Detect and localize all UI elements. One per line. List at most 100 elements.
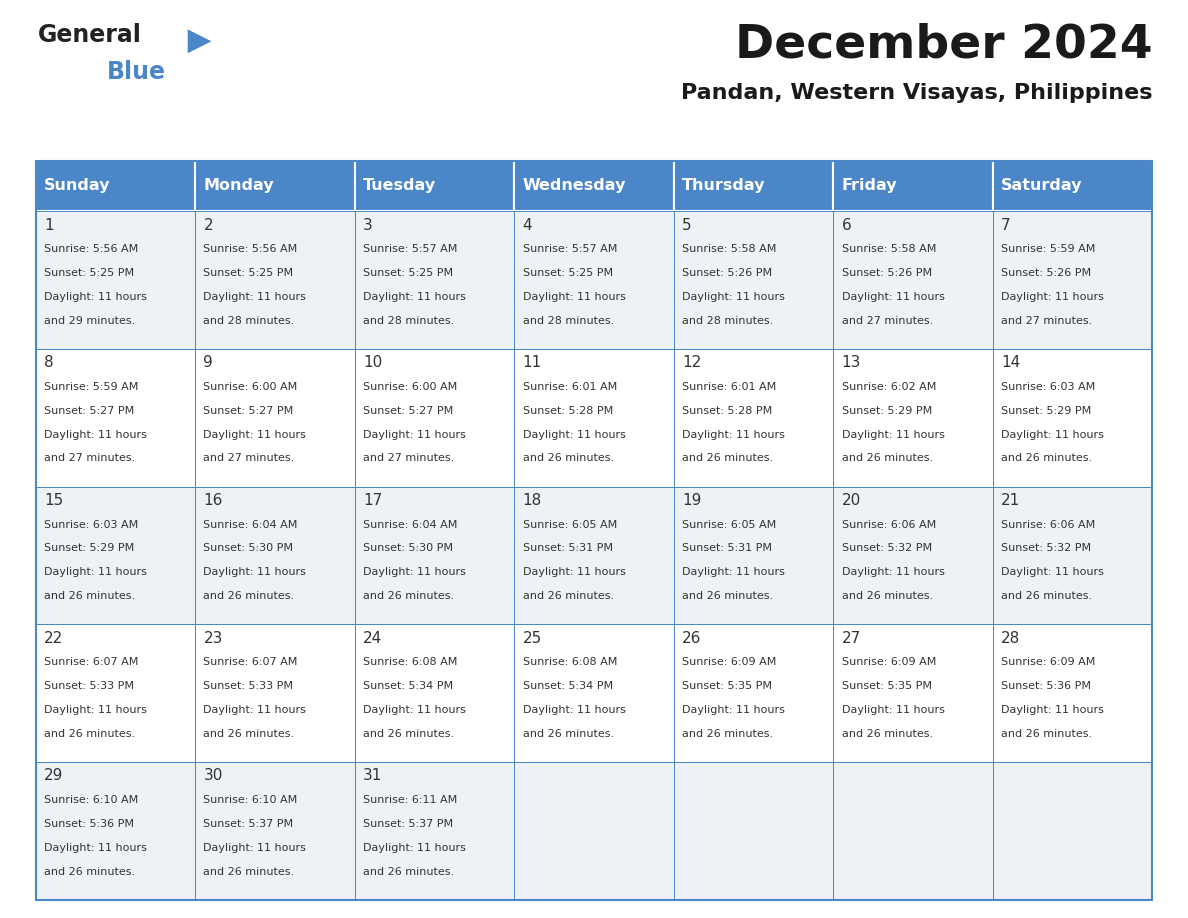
Bar [355,624,514,762]
Bar [993,624,1152,762]
Text: 21: 21 [1001,493,1020,508]
Text: Daylight: 11 hours: Daylight: 11 hours [841,567,944,577]
Bar [993,161,1152,211]
Text: Sunrise: 6:03 AM: Sunrise: 6:03 AM [1001,382,1095,392]
Text: Daylight: 11 hours: Daylight: 11 hours [44,567,147,577]
Text: 8: 8 [44,355,53,370]
Text: Daylight: 11 hours: Daylight: 11 hours [523,567,625,577]
Text: and 26 minutes.: and 26 minutes. [682,729,773,739]
Bar [674,161,833,211]
Bar [993,211,1152,349]
Bar [833,624,993,762]
Text: 23: 23 [203,631,223,645]
Text: and 26 minutes.: and 26 minutes. [44,729,135,739]
Text: 16: 16 [203,493,223,508]
Text: and 26 minutes.: and 26 minutes. [682,591,773,601]
Text: Sunset: 5:27 PM: Sunset: 5:27 PM [364,406,454,416]
Text: and 26 minutes.: and 26 minutes. [841,591,933,601]
Text: 31: 31 [364,768,383,783]
Text: Daylight: 11 hours: Daylight: 11 hours [682,292,785,302]
Bar [355,161,514,211]
Text: and 26 minutes.: and 26 minutes. [364,729,454,739]
Text: Sunset: 5:30 PM: Sunset: 5:30 PM [364,543,453,554]
Text: and 28 minutes.: and 28 minutes. [364,316,454,326]
Text: Blue: Blue [107,60,166,84]
Text: Daylight: 11 hours: Daylight: 11 hours [364,705,466,715]
Bar [36,161,195,211]
Text: 9: 9 [203,355,213,370]
Bar [36,161,1152,900]
Bar [993,762,1152,900]
Text: Sunday: Sunday [44,178,110,194]
Text: and 29 minutes.: and 29 minutes. [44,316,135,326]
Text: Daylight: 11 hours: Daylight: 11 hours [203,705,307,715]
Text: Sunrise: 6:06 AM: Sunrise: 6:06 AM [841,520,936,530]
Text: Sunset: 5:32 PM: Sunset: 5:32 PM [1001,543,1092,554]
Text: Sunrise: 5:57 AM: Sunrise: 5:57 AM [364,244,457,254]
Text: 24: 24 [364,631,383,645]
Text: 26: 26 [682,631,701,645]
Text: 7: 7 [1001,218,1011,232]
Text: Sunset: 5:27 PM: Sunset: 5:27 PM [203,406,293,416]
Bar [674,349,833,487]
Bar [674,211,833,349]
Text: Sunset: 5:29 PM: Sunset: 5:29 PM [841,406,931,416]
Text: and 26 minutes.: and 26 minutes. [364,867,454,877]
Text: Sunrise: 6:00 AM: Sunrise: 6:00 AM [364,382,457,392]
Bar [195,762,355,900]
Text: 3: 3 [364,218,373,232]
Text: Daylight: 11 hours: Daylight: 11 hours [1001,705,1104,715]
Text: and 26 minutes.: and 26 minutes. [44,867,135,877]
Text: Pandan, Western Visayas, Philippines: Pandan, Western Visayas, Philippines [681,83,1152,103]
Text: Saturday: Saturday [1001,178,1082,194]
Bar [833,487,993,624]
Text: Sunrise: 5:59 AM: Sunrise: 5:59 AM [1001,244,1095,254]
Bar [514,349,674,487]
Text: Sunset: 5:31 PM: Sunset: 5:31 PM [682,543,772,554]
Text: and 27 minutes.: and 27 minutes. [44,453,135,464]
Bar [195,487,355,624]
Text: and 28 minutes.: and 28 minutes. [523,316,614,326]
Text: 17: 17 [364,493,383,508]
Text: Daylight: 11 hours: Daylight: 11 hours [203,567,307,577]
Text: Sunrise: 6:00 AM: Sunrise: 6:00 AM [203,382,298,392]
Bar [355,211,514,349]
Text: Sunset: 5:26 PM: Sunset: 5:26 PM [841,268,931,278]
Text: Sunrise: 6:04 AM: Sunrise: 6:04 AM [203,520,298,530]
Text: Sunset: 5:34 PM: Sunset: 5:34 PM [364,681,453,691]
Text: Sunrise: 6:07 AM: Sunrise: 6:07 AM [203,657,298,667]
Text: 25: 25 [523,631,542,645]
Text: and 26 minutes.: and 26 minutes. [523,591,614,601]
Bar [674,624,833,762]
Text: Sunset: 5:36 PM: Sunset: 5:36 PM [44,819,134,829]
Text: Sunset: 5:33 PM: Sunset: 5:33 PM [203,681,293,691]
Text: Sunrise: 6:09 AM: Sunrise: 6:09 AM [1001,657,1095,667]
Text: Daylight: 11 hours: Daylight: 11 hours [1001,430,1104,440]
Text: Sunrise: 6:01 AM: Sunrise: 6:01 AM [682,382,776,392]
Bar [514,211,674,349]
Text: Daylight: 11 hours: Daylight: 11 hours [1001,567,1104,577]
Text: and 28 minutes.: and 28 minutes. [203,316,295,326]
Text: 22: 22 [44,631,63,645]
Bar [993,349,1152,487]
Text: Sunset: 5:33 PM: Sunset: 5:33 PM [44,681,134,691]
Text: 13: 13 [841,355,861,370]
Text: and 26 minutes.: and 26 minutes. [682,453,773,464]
Text: 28: 28 [1001,631,1020,645]
Text: Daylight: 11 hours: Daylight: 11 hours [1001,292,1104,302]
Bar [355,349,514,487]
Text: Sunset: 5:26 PM: Sunset: 5:26 PM [1001,268,1092,278]
Text: Daylight: 11 hours: Daylight: 11 hours [44,843,147,853]
Text: and 26 minutes.: and 26 minutes. [1001,591,1092,601]
Text: Sunset: 5:30 PM: Sunset: 5:30 PM [203,543,293,554]
Bar [674,487,833,624]
Text: Sunrise: 6:05 AM: Sunrise: 6:05 AM [682,520,776,530]
Bar [514,624,674,762]
Text: Daylight: 11 hours: Daylight: 11 hours [523,292,625,302]
Text: Sunrise: 6:04 AM: Sunrise: 6:04 AM [364,520,457,530]
Text: Sunrise: 5:56 AM: Sunrise: 5:56 AM [203,244,298,254]
Text: Sunset: 5:31 PM: Sunset: 5:31 PM [523,543,613,554]
Bar [195,161,355,211]
Text: Daylight: 11 hours: Daylight: 11 hours [523,705,625,715]
Text: Daylight: 11 hours: Daylight: 11 hours [682,430,785,440]
